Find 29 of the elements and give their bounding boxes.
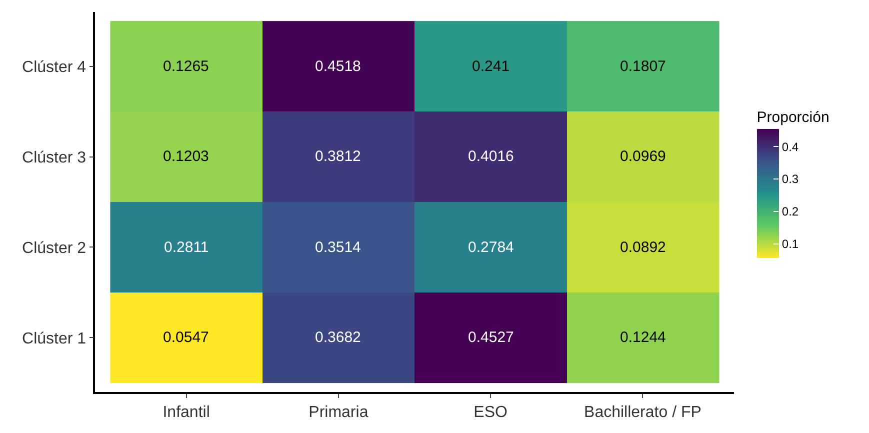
x-tick-label: ESO — [474, 404, 508, 421]
y-tick-label: Clúster 4 — [22, 58, 86, 76]
color-bar-label: 0.1 — [782, 237, 799, 252]
data-label: 0.4518 — [315, 58, 361, 75]
data-label: 0.241 — [472, 58, 510, 75]
color-bar-label: 0.3 — [782, 172, 799, 186]
color-bar-title: Proporción — [756, 108, 830, 126]
color-bar-label: 0.2 — [782, 204, 799, 219]
y-tick-label: Clúster 2 — [22, 240, 86, 257]
y-tick-label: Clúster 3 — [22, 149, 86, 166]
data-label: 0.1244 — [620, 329, 666, 346]
color-bar-label: 0.4 — [782, 140, 799, 154]
data-label: 0.4016 — [468, 148, 514, 165]
data-label: 0.3812 — [315, 148, 361, 165]
data-label: 0.3682 — [315, 329, 361, 346]
data-label: 0.2784 — [468, 239, 514, 256]
x-tick-label: Infantil — [162, 404, 210, 421]
y-tick-label: Clúster 1 — [22, 330, 86, 348]
data-label: 0.4527 — [468, 329, 514, 346]
x-tick-label: Bachillerato / FP — [584, 404, 702, 421]
data-label: 0.0892 — [620, 239, 666, 256]
data-label: 0.1265 — [163, 58, 209, 75]
data-label: 0.0969 — [620, 148, 666, 165]
x-tick-label: Primaria — [308, 404, 368, 421]
data-label: 0.2811 — [164, 239, 209, 256]
data-label: 0.1807 — [620, 58, 666, 75]
data-label: 0.0547 — [163, 329, 209, 346]
data-label: 0.3514 — [315, 239, 361, 256]
data-label: 0.1203 — [163, 148, 209, 165]
